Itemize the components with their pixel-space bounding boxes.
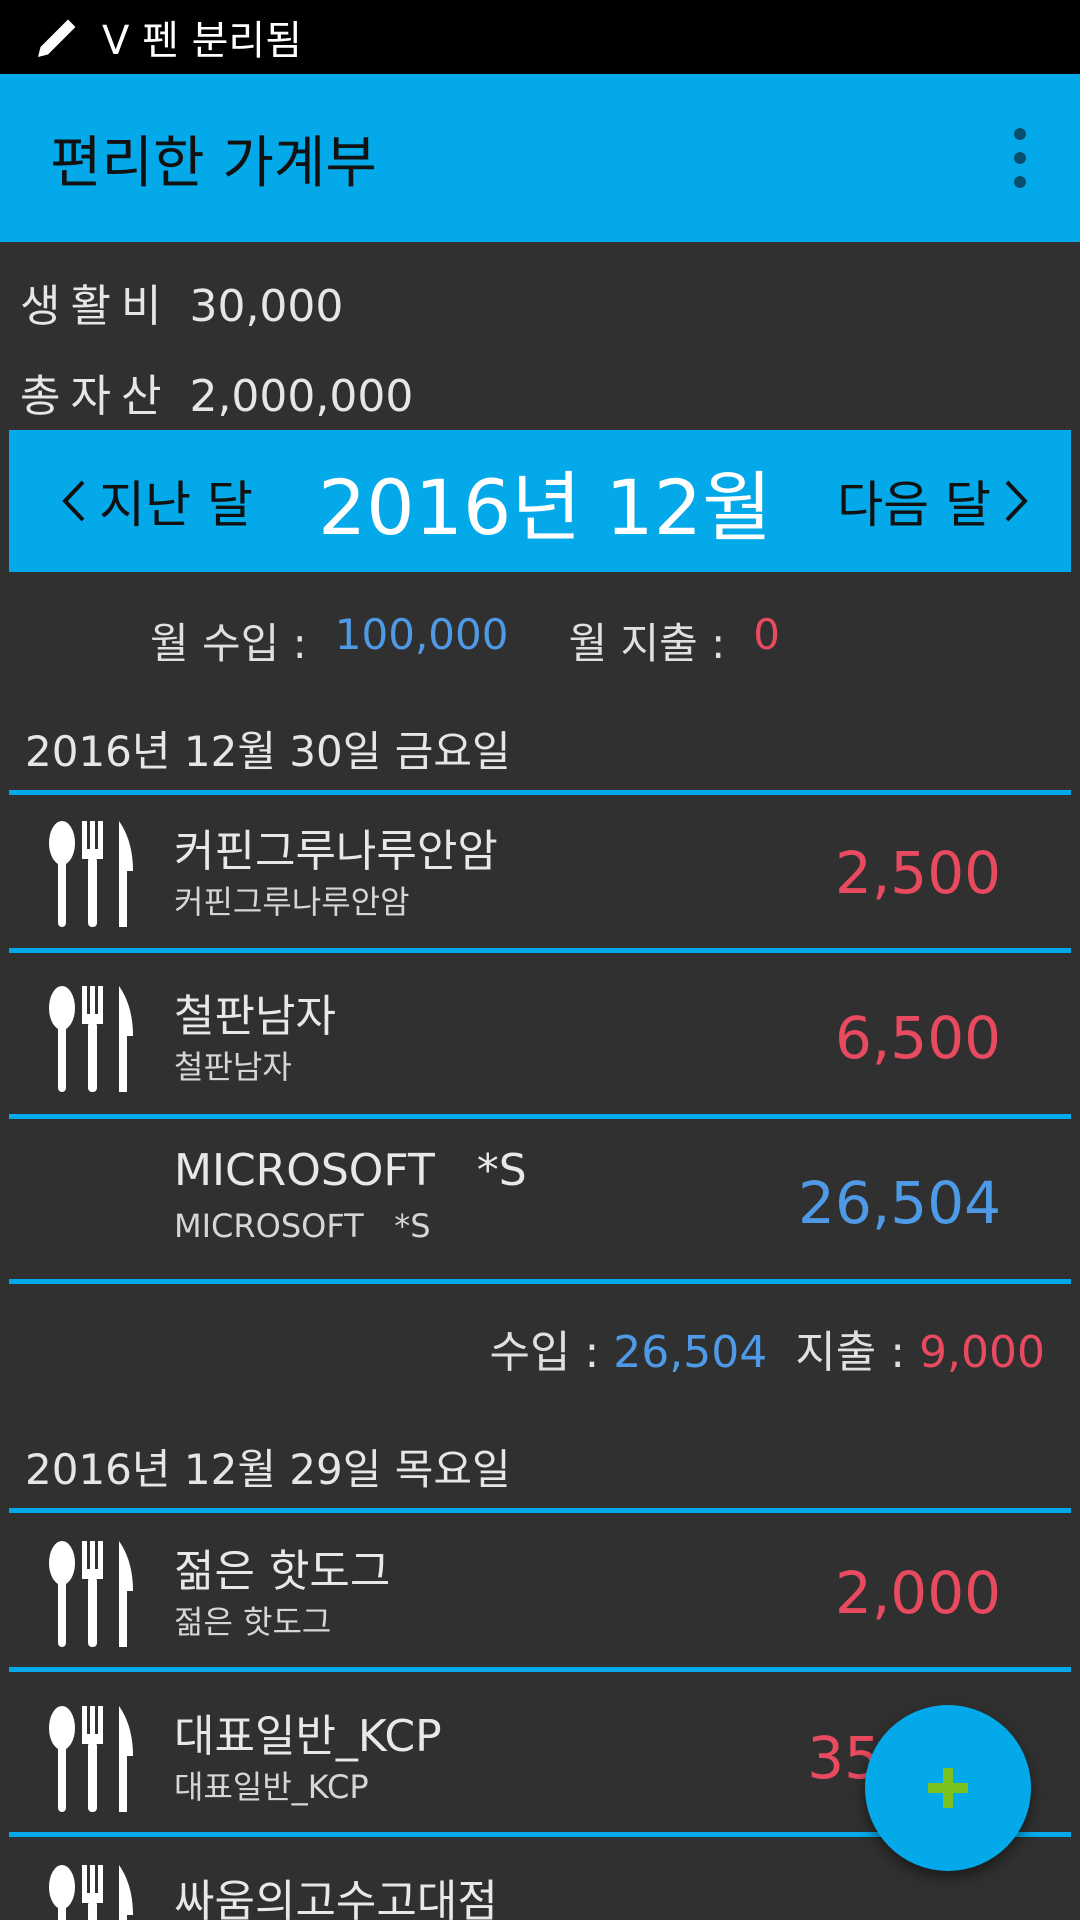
- chevron-left-icon: [62, 480, 85, 522]
- date-header: 2016년 12월 29일 목요일: [25, 1445, 511, 1494]
- list-item[interactable]: MICROSOFT *S MICROSOFT *S 26,504: [9, 1125, 1071, 1285]
- status-text: V 펜 분리됨: [102, 18, 302, 64]
- next-month-label: 다음 달: [837, 476, 991, 534]
- entry-name: 대표일반_KCP: [174, 1711, 442, 1762]
- divider: [9, 1508, 1071, 1513]
- entry-memo: 철판남자: [174, 1048, 292, 1086]
- current-month: 2016년 12월: [317, 463, 773, 552]
- living-expense-value: 30,000: [189, 281, 344, 332]
- divider: [9, 948, 1071, 953]
- monthly-income-label: 월 수입 :: [150, 619, 307, 668]
- cutlery-icon: [49, 1541, 133, 1647]
- living-expense-summary: 생활비 30,000: [20, 270, 343, 334]
- cutlery-icon: [49, 986, 133, 1092]
- day-expense-value: 9,000: [919, 1327, 1045, 1378]
- living-expense-label: 생활비: [20, 281, 172, 332]
- entry-name: 젊은 핫도그: [174, 1546, 391, 1597]
- divider: [9, 1667, 1071, 1672]
- total-assets-value: 2,000,000: [189, 371, 414, 422]
- day-income-label: 수입 :: [489, 1327, 600, 1378]
- next-month-button[interactable]: 다음 달: [837, 465, 1031, 537]
- divider: [9, 790, 1071, 795]
- add-entry-button[interactable]: [865, 1705, 1031, 1871]
- divider: [9, 1279, 1071, 1284]
- entry-name: 싸움의고수고대점: [174, 1876, 498, 1920]
- entry-amount: 6,500: [834, 1004, 1001, 1072]
- entry-memo: MICROSOFT *S: [174, 1207, 431, 1245]
- entry-name: MICROSOFT *S: [174, 1145, 527, 1196]
- app-bar: 편리한 가계부: [0, 74, 1080, 242]
- pen-icon: [38, 19, 76, 57]
- chevron-right-icon: [1005, 480, 1028, 522]
- total-assets-label: 총자산: [20, 371, 172, 422]
- list-item[interactable]: 대표일반_KCP 대표일반_KCP 35: [9, 1680, 1071, 1840]
- entry-memo: 커핀그루나루안암: [174, 883, 410, 921]
- entry-amount: 2,500: [834, 839, 1001, 907]
- month-navigation: 지난 달 2016년 12월 다음 달: [9, 430, 1071, 572]
- prev-month-button[interactable]: 지난 달: [59, 465, 253, 537]
- day-expense-label: 지출 :: [795, 1327, 906, 1378]
- cutlery-icon: [49, 1706, 133, 1812]
- prev-month-label: 지난 달: [99, 476, 253, 534]
- entry-memo: 젊은 핫도그: [174, 1603, 332, 1641]
- entry-amount: 2,000: [834, 1559, 1001, 1627]
- entry-memo: 대표일반_KCP: [174, 1768, 369, 1806]
- list-item[interactable]: 철판남자 철판남자 6,500: [9, 960, 1071, 1120]
- status-bar: V 펜 분리됨: [0, 0, 1080, 74]
- monthly-expense-label: 월 지출 :: [568, 619, 726, 668]
- cutlery-icon: [49, 821, 133, 927]
- day-total: 수입 : 26,504 지출 : 9,000: [490, 1316, 1046, 1380]
- divider: [9, 1114, 1071, 1119]
- entry-name: 커핀그루나루안암: [174, 826, 498, 877]
- total-assets-summary: 총자산 2,000,000: [20, 360, 413, 424]
- cutlery-icon: [49, 1865, 133, 1920]
- divider: [9, 1832, 1071, 1837]
- more-vert-icon[interactable]: [1000, 118, 1040, 198]
- day-income-value: 26,504: [613, 1327, 768, 1378]
- entry-name: 철판남자: [174, 991, 336, 1042]
- monthly-expense-value: 0: [753, 610, 780, 659]
- plus-icon: [928, 1768, 968, 1808]
- date-header: 2016년 12월 30일 금요일: [25, 727, 511, 776]
- monthly-totals: 월 수입 : 100,000 월 지출 : 0: [150, 610, 780, 671]
- entry-amount: 26,504: [798, 1169, 1001, 1237]
- list-item[interactable]: 젊은 핫도그 젊은 핫도그 2,000: [9, 1515, 1071, 1675]
- list-item[interactable]: 싸움의고수고대점: [9, 1845, 1071, 1920]
- app-title: 편리한 가계부: [50, 130, 377, 196]
- list-item[interactable]: 커핀그루나루안암 커핀그루나루안암 2,500: [9, 795, 1071, 955]
- monthly-income-value: 100,000: [334, 610, 509, 659]
